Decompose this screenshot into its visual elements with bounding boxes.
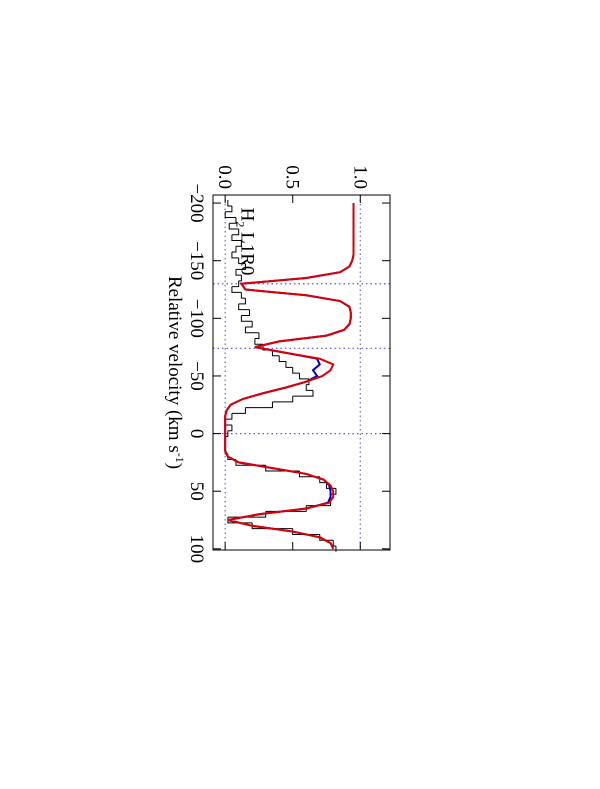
rotated-plot: −200 −150 −100 −50 0 50 100 0.0 0.5 1.0 Relative v… bbox=[164, 165, 391, 564]
data-step bbox=[231, 229, 240, 236]
x-tick-label: 0 bbox=[186, 429, 207, 439]
data-step bbox=[235, 269, 242, 276]
line-annotation: H2 L1R0 bbox=[233, 208, 257, 276]
data-step bbox=[229, 217, 237, 224]
x-tick-label: −50 bbox=[186, 361, 207, 391]
data-step bbox=[231, 286, 242, 293]
data-step bbox=[224, 419, 232, 426]
data-step bbox=[278, 355, 286, 363]
data-step bbox=[240, 315, 253, 322]
data-step bbox=[292, 367, 300, 374]
data-step bbox=[245, 401, 273, 409]
x-axis-label-text: Relative velocity (km s bbox=[164, 276, 185, 453]
x-tick-label: −150 bbox=[186, 241, 207, 280]
data-step bbox=[238, 298, 246, 305]
data-step bbox=[231, 407, 246, 414]
x-axis-label-close: ) bbox=[164, 463, 185, 469]
data-step bbox=[244, 326, 259, 334]
data-step bbox=[272, 396, 294, 403]
data-step bbox=[231, 246, 237, 253]
data-step bbox=[292, 390, 314, 397]
data-step bbox=[254, 332, 260, 339]
data-step bbox=[227, 424, 233, 432]
data-step bbox=[224, 211, 236, 218]
data-step bbox=[305, 384, 313, 391]
y-tick-label: 1.0 bbox=[349, 165, 370, 189]
plot-frame bbox=[212, 194, 391, 551]
x-tick-label: 50 bbox=[186, 482, 207, 501]
data-step bbox=[238, 275, 242, 282]
x-tick-label: −100 bbox=[186, 299, 207, 338]
data-step bbox=[298, 373, 309, 380]
y-tick-label: 0.5 bbox=[282, 165, 303, 189]
annotation-rest: L1R0 bbox=[236, 227, 257, 275]
data-step bbox=[238, 303, 250, 311]
x-axis-label: Relative velocity (km s-1) bbox=[164, 276, 187, 469]
y-tick-label: 0.0 bbox=[214, 165, 235, 189]
x-tick-label: 100 bbox=[186, 535, 207, 564]
annotation-text: H bbox=[236, 208, 257, 222]
annotation-sub: 2 bbox=[233, 221, 247, 227]
data-step bbox=[228, 223, 239, 230]
data-step bbox=[235, 240, 242, 247]
data-step bbox=[225, 205, 233, 213]
data-step bbox=[285, 361, 293, 368]
model-line bbox=[224, 203, 355, 550]
data-step bbox=[241, 309, 250, 316]
data-step bbox=[238, 257, 246, 265]
data-step bbox=[227, 200, 232, 207]
data-step bbox=[271, 350, 280, 357]
data-step bbox=[245, 321, 253, 328]
x-axis-label-sup: -1 bbox=[173, 453, 187, 463]
x-tick-label: −200 bbox=[186, 183, 207, 222]
data-step bbox=[231, 280, 240, 288]
data-step bbox=[231, 252, 239, 259]
data-step bbox=[231, 234, 242, 242]
data-step bbox=[235, 263, 246, 270]
data-step bbox=[332, 540, 336, 547]
data-step bbox=[240, 292, 246, 299]
data-step bbox=[225, 413, 233, 420]
data-step bbox=[254, 338, 263, 345]
